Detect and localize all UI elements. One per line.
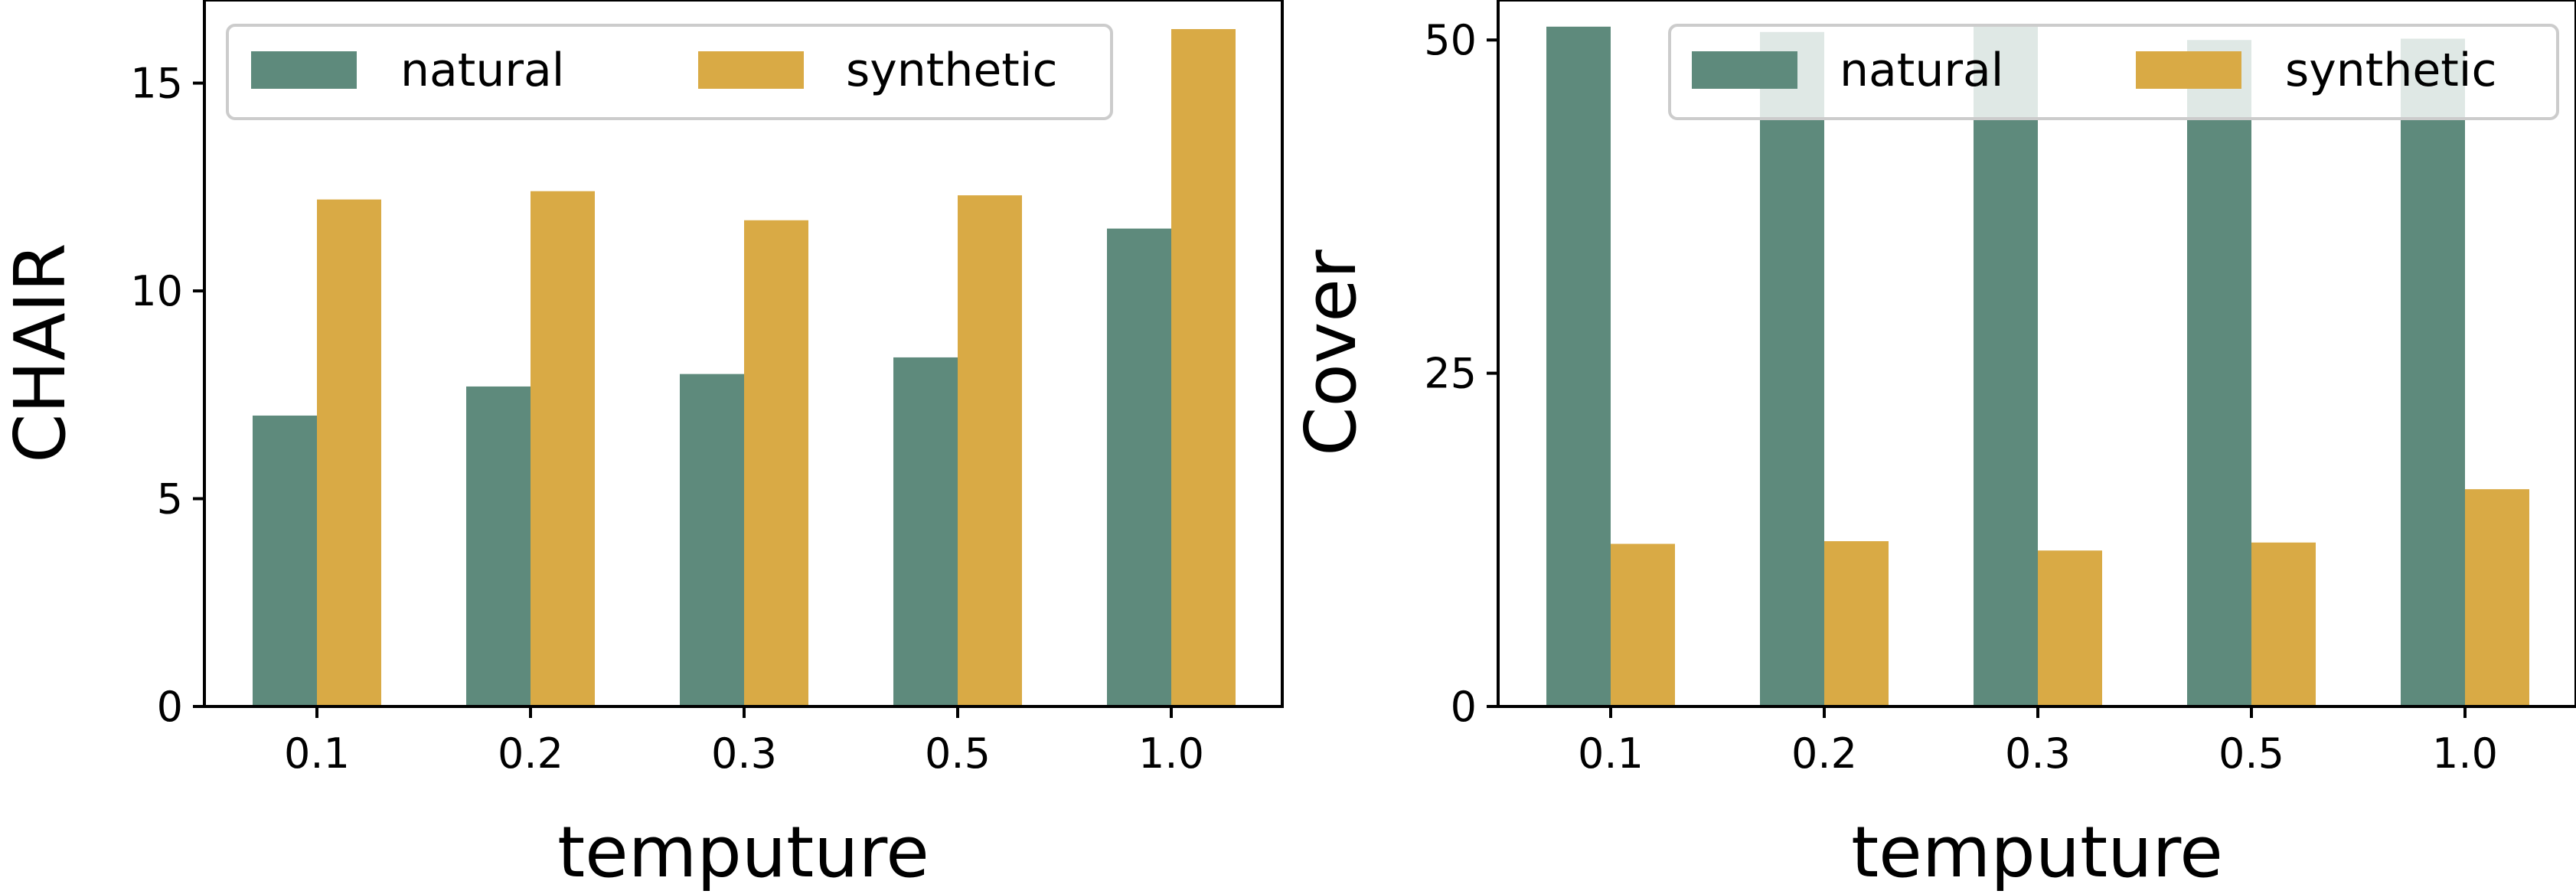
- chair-ylabel: CHAIR: [0, 243, 81, 462]
- cover-xtick-label: 0.1: [1578, 729, 1644, 778]
- cover-bar-natural-0.2: [1760, 31, 1824, 707]
- chair-bar-natural-0.3: [680, 374, 744, 706]
- cover-axes-frame: [1497, 0, 2576, 708]
- chair-xtick-label: 0.5: [925, 729, 991, 778]
- chair-bar-synthetic-1.0: [1171, 29, 1236, 707]
- chair-bar-natural-0.1: [253, 415, 317, 706]
- cover-bar-natural-0.3: [1974, 24, 2038, 707]
- chair-bar-natural-0.5: [893, 357, 958, 706]
- cover-xtick-label: 0.2: [1791, 729, 1857, 778]
- chair-bar-synthetic-0.2: [531, 191, 595, 707]
- cover-bar-synthetic-0.2: [1824, 541, 1889, 706]
- cover-ytick-label: 50: [1424, 16, 1477, 64]
- chair-xtick-label: 0.2: [498, 729, 563, 778]
- cover-ticks: 0.1 0.2 0.3 0.5 1.0 0 25 50: [1424, 16, 2498, 778]
- chair-bar-synthetic-0.1: [317, 199, 381, 706]
- chair-ytick-label: 15: [130, 60, 183, 108]
- cover-bar-synthetic-0.3: [2038, 550, 2102, 706]
- cover-legend-synthetic-swatch: [2136, 51, 2241, 89]
- cover-xtick-label: 1.0: [2432, 729, 2498, 778]
- cover-xlabel: temputure: [1851, 811, 2223, 893]
- cover-xtick-label: 0.5: [2218, 729, 2284, 778]
- chair-xlabel: temputure: [557, 811, 929, 893]
- chair-xtick-label: 0.3: [711, 729, 777, 778]
- cover-legend: natural synthetic: [1668, 24, 2559, 120]
- cover-bars: [1546, 24, 2529, 707]
- chair-xtick-label: 0.1: [284, 729, 350, 778]
- chair-bar-synthetic-0.5: [958, 195, 1022, 706]
- chair-xtick-label: 1.0: [1138, 729, 1204, 778]
- chair-bar-natural-0.2: [466, 386, 531, 706]
- cover-legend-natural-swatch: [1692, 51, 1797, 89]
- chair-bar-natural-1.0: [1107, 228, 1171, 706]
- chair-axes-frame: [203, 0, 1284, 708]
- cover-ytick-label: 25: [1424, 350, 1477, 398]
- cover-legend-box: [1668, 24, 2559, 120]
- chair-bars: [253, 29, 1236, 707]
- cover-bar-natural-0.5: [2187, 40, 2251, 706]
- chair-chart: 0.1 0.2 0.3 0.5 1.0 0 5 10 15 temputure CHAIR na…: [0, 0, 1284, 893]
- cover-ytick-label: 0: [1451, 683, 1477, 731]
- cover-legend-natural-label: natural: [1840, 44, 2003, 97]
- chair-legend: natural synthetic: [226, 24, 1113, 120]
- cover-bar-synthetic-0.5: [2251, 542, 2316, 706]
- chair-ytick-label: 10: [130, 267, 183, 315]
- chair-legend-natural-swatch: [251, 51, 357, 89]
- chair-legend-synthetic-label: synthetic: [846, 44, 1057, 97]
- cover-chart: 0.1 0.2 0.3 0.5 1.0 0 25 50 temputure Cover nat…: [1290, 0, 2576, 893]
- chair-legend-natural-label: natural: [400, 44, 564, 97]
- cover-xtick-label: 0.3: [2005, 729, 2071, 778]
- cover-ylabel: Cover: [1290, 250, 1372, 456]
- cover-bar-natural-0.1: [1546, 26, 1611, 706]
- chair-ytick-label: 0: [157, 683, 183, 731]
- chair-bar-synthetic-0.3: [744, 220, 808, 707]
- chair-ticks: 0.1 0.2 0.3 0.5 1.0 0 5 10 15: [130, 60, 1204, 778]
- chair-legend-synthetic-swatch: [698, 51, 804, 89]
- cover-bar-synthetic-1.0: [2465, 489, 2529, 706]
- chair-ytick-label: 5: [157, 475, 183, 524]
- cover-legend-synthetic-label: synthetic: [2285, 44, 2496, 97]
- cover-bar-synthetic-0.1: [1611, 543, 1675, 706]
- cover-bar-natural-1.0: [2401, 38, 2465, 706]
- chair-legend-box: [226, 24, 1113, 120]
